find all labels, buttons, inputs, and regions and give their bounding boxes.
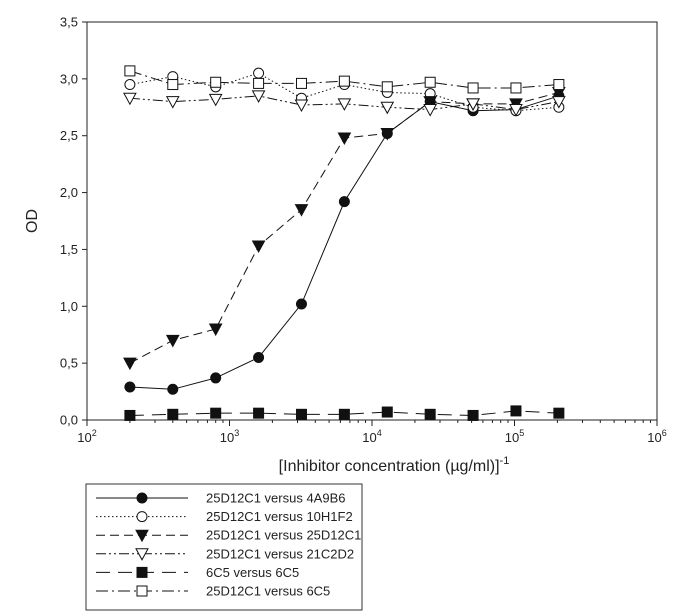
data-point [381, 81, 393, 93]
legend-swatch-marker [136, 492, 148, 504]
y-tick-label: 1,0 [60, 299, 78, 314]
legend-label: 25D12C1 versus 4A9B6 [206, 491, 345, 506]
data-point [295, 77, 307, 89]
data-point [210, 372, 222, 384]
y-tick-label: 2,5 [60, 128, 78, 143]
series-3 [123, 87, 566, 371]
data-point [423, 96, 438, 109]
legend-swatch-marker [136, 566, 148, 578]
data-point [338, 408, 350, 420]
data-point [553, 79, 565, 91]
data-point [380, 101, 395, 115]
x-tick-label: 104 [362, 428, 381, 445]
data-point [210, 76, 222, 88]
legend-swatch-marker [135, 529, 149, 543]
data-point [124, 79, 136, 91]
y-axis: 0,0 0,5 1,0 1,5 2,0 2,5 3,0 3,5 [60, 15, 87, 428]
data-point [338, 75, 350, 87]
y-tick-label: 1,5 [60, 242, 78, 257]
data-point [124, 381, 136, 393]
data-point [510, 405, 522, 417]
legend-entry: 25D12C1 versus 6C5 [96, 584, 330, 599]
data-point [253, 351, 265, 363]
legend-entry: 25D12C1 versus 21C2D2 [96, 546, 354, 561]
data-point [337, 98, 352, 111]
data-point [124, 65, 136, 77]
legend-label: 25D12C1 versus 21C2D2 [206, 546, 354, 561]
data-point [294, 99, 309, 113]
data-point [467, 409, 479, 421]
data-point [251, 240, 266, 254]
x-axis: 102 103 104 105 106 [77, 420, 667, 445]
data-point [251, 90, 266, 103]
x-axis-title-text: [Inhibitor concentration (µg/ml)] [279, 458, 500, 475]
legend-entry: 25D12C1 versus 4A9B6 [96, 491, 345, 506]
data-point [123, 92, 137, 106]
data-point [510, 82, 522, 94]
legend-entry: 25D12C1 versus 25D12C1 [96, 528, 361, 543]
legend: 25D12C1 versus 4A9B6 25D12C1 versus 10H1F… [85, 483, 363, 611]
series-line [129, 410, 559, 416]
data-point [337, 132, 352, 146]
data-point [165, 96, 180, 109]
data-point [381, 406, 393, 418]
data-point [294, 204, 309, 217]
data-point [123, 357, 137, 371]
y-tick-label: 0,5 [60, 356, 78, 371]
data-point [424, 408, 436, 420]
x-tick-label: 103 [220, 428, 239, 445]
data-point [338, 196, 350, 208]
legend-entry: 6C5 versus 6C5 [96, 565, 299, 580]
x-tick-label: 105 [505, 428, 524, 445]
legend-label: 25D12C1 versus 10H1F2 [206, 509, 353, 524]
data-point [467, 82, 479, 94]
data-point [553, 407, 565, 419]
data-point [253, 77, 265, 89]
legend-label: 6C5 versus 6C5 [206, 565, 299, 580]
data-point [167, 408, 179, 420]
data-point [124, 409, 136, 421]
series-layer [123, 65, 566, 421]
legend-label: 25D12C1 versus 6C5 [206, 584, 330, 599]
y-tick-label: 3,5 [60, 15, 78, 30]
data-point [380, 127, 395, 141]
data-point [509, 104, 523, 117]
data-point [208, 93, 223, 107]
data-point [210, 407, 222, 419]
x-axis-title: [Inhibitor concentration (µg/ml)]-1 [279, 455, 510, 475]
data-point [295, 408, 307, 420]
data-point [167, 79, 179, 91]
legend-swatch-marker [135, 548, 149, 561]
data-point [167, 383, 179, 395]
legend-label: 25D12C1 versus 25D12C1 [206, 528, 361, 543]
x-tick-label: 106 [647, 428, 666, 445]
data-point [165, 334, 180, 348]
legend-swatch-marker [136, 511, 148, 523]
data-point [552, 96, 566, 109]
data-point [466, 98, 480, 111]
series-5 [124, 405, 565, 421]
series-line [129, 70, 559, 89]
data-point [208, 323, 223, 337]
x-tick-label: 102 [77, 428, 96, 445]
legend-swatch-marker [136, 585, 148, 597]
y-tick-label: 0,0 [60, 413, 78, 428]
data-point [423, 104, 438, 117]
data-point [253, 407, 265, 419]
y-axis-title: OD [24, 209, 41, 233]
y-tick-label: 2,0 [60, 185, 78, 200]
y-tick-label: 3,0 [60, 71, 78, 86]
data-point [424, 76, 436, 88]
x-axis-title-superscript: -1 [500, 455, 510, 467]
data-point [253, 67, 265, 79]
series-6 [124, 65, 565, 94]
legend-box [85, 483, 363, 611]
legend-entry: 25D12C1 versus 10H1F2 [96, 509, 353, 524]
data-point [295, 298, 307, 310]
series-4 [123, 90, 566, 117]
